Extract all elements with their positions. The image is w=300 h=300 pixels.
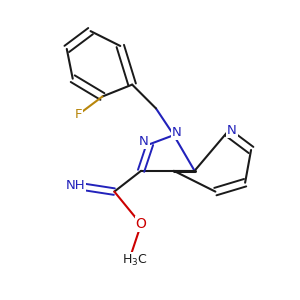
Text: N: N: [139, 135, 149, 148]
Text: N: N: [227, 124, 237, 137]
Text: NH: NH: [66, 179, 86, 192]
Text: N: N: [172, 126, 182, 139]
Text: H$_3$C: H$_3$C: [122, 252, 148, 268]
Text: O: O: [136, 217, 146, 231]
Text: F: F: [75, 108, 82, 121]
